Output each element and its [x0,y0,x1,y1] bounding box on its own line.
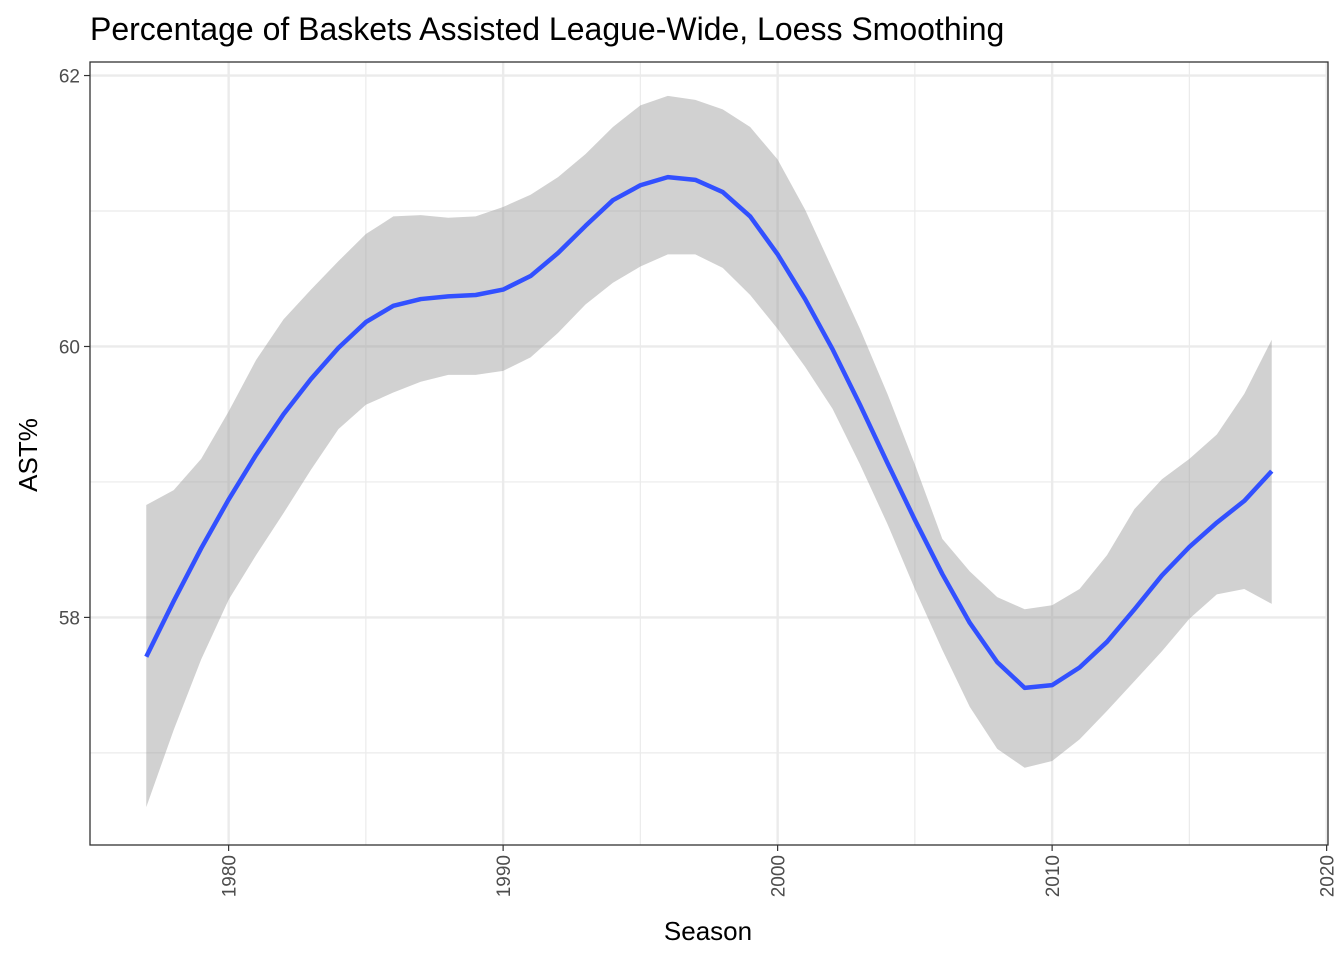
y-axis-label: AST% [13,418,43,492]
panel-border [89,61,1329,846]
smooth-line [144,174,1274,691]
plot-background [90,62,1328,845]
x-tick-label: 1990 [494,855,515,897]
x-tick-label: 2020 [1318,855,1339,897]
y-tick-label: 62 [59,67,80,88]
x-tick-label: 2010 [1043,855,1064,897]
x-tick-label: 1980 [220,855,241,897]
x-tick-label: 2000 [769,855,790,897]
confidence-band [146,95,1272,808]
chart-title: Percentage of Baskets Assisted League-Wi… [90,11,1004,47]
y-tick-label: 58 [59,608,80,629]
y-tick-label: 60 [59,337,80,358]
x-axis-label: Season [664,916,752,946]
